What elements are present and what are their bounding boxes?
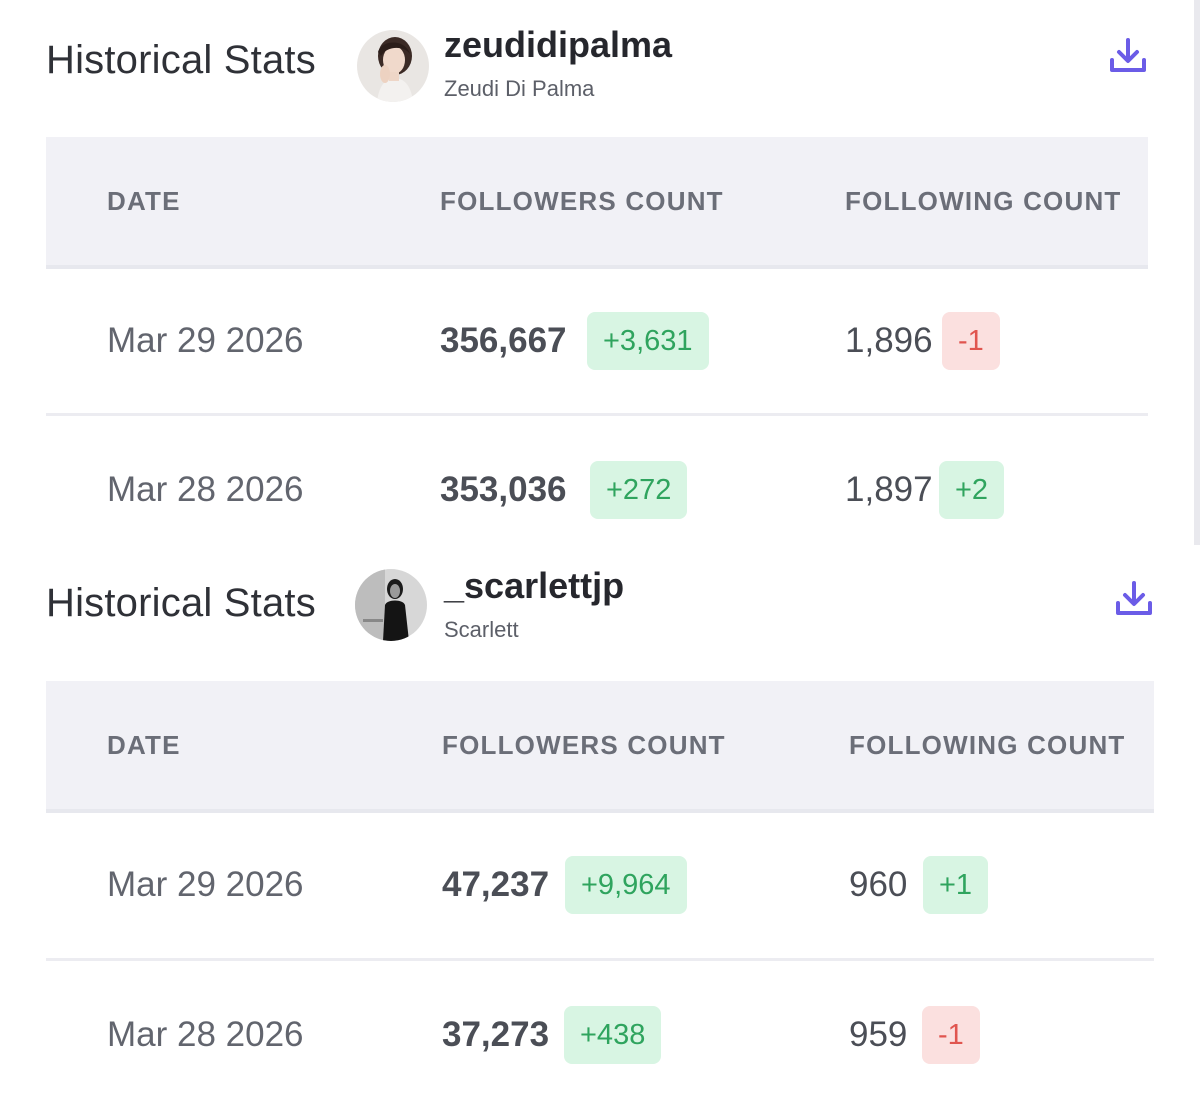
table-row: Mar 29 2026 356,667 +3,631 1,896 -1 xyxy=(46,267,1148,415)
row-date: Mar 28 2026 xyxy=(107,1015,304,1054)
panel-heading: Historical Stats xyxy=(46,581,316,625)
table-header: DATE FOLLOWERS COUNT FOLLOWING COUNT xyxy=(46,681,1154,813)
column-header-following[interactable]: FOLLOWING COUNT xyxy=(849,730,1126,760)
following-count: 959 xyxy=(849,1015,908,1054)
table-row: Mar 29 2026 47,237 +9,964 960 +1 xyxy=(46,811,1148,959)
following-change-badge: +2 xyxy=(939,461,1005,519)
following-count: 960 xyxy=(849,865,908,904)
row-date: Mar 29 2026 xyxy=(107,321,304,360)
historical-stats-panel: Historical Stats _scarlettjp Scarlett DA… xyxy=(0,545,1200,1090)
followers-count: 353,036 xyxy=(440,470,567,509)
row-date: Mar 28 2026 xyxy=(107,470,304,509)
historical-stats-panel: Historical Stats zeudidipalma Zeudi Di P… xyxy=(0,0,1200,545)
followers-change-badge: +3,631 xyxy=(587,312,709,370)
followers-change-badge: +9,964 xyxy=(565,856,687,914)
username[interactable]: _scarlettjp xyxy=(444,565,625,606)
following-change-badge: -1 xyxy=(942,312,1000,370)
column-header-date[interactable]: DATE xyxy=(107,730,181,760)
scrollbar[interactable] xyxy=(1194,0,1200,545)
row-divider xyxy=(46,413,1148,416)
avatar[interactable] xyxy=(357,30,429,102)
followers-count: 47,237 xyxy=(442,865,550,904)
username[interactable]: zeudidipalma xyxy=(444,24,673,65)
following-count: 1,896 xyxy=(845,321,933,360)
column-header-following[interactable]: FOLLOWING COUNT xyxy=(845,186,1122,216)
followers-change-badge: +438 xyxy=(564,1006,662,1064)
full-name: Scarlett xyxy=(444,617,519,642)
following-change-badge: -1 xyxy=(922,1006,980,1064)
column-header-followers[interactable]: FOLLOWERS COUNT xyxy=(440,186,724,216)
full-name: Zeudi Di Palma xyxy=(444,76,595,101)
panel-header: Historical Stats _scarlettjp Scarlett xyxy=(0,545,1200,665)
table-header: DATE FOLLOWERS COUNT FOLLOWING COUNT xyxy=(46,137,1148,269)
column-header-date[interactable]: DATE xyxy=(107,186,181,216)
download-button[interactable] xyxy=(1106,34,1150,78)
followers-count: 37,273 xyxy=(442,1015,550,1054)
download-icon xyxy=(1116,581,1152,615)
column-header-followers[interactable]: FOLLOWERS COUNT xyxy=(442,730,726,760)
row-date: Mar 29 2026 xyxy=(107,865,304,904)
following-change-badge: +1 xyxy=(923,856,989,914)
profile-photo-icon xyxy=(357,30,429,102)
table-row: Mar 28 2026 353,036 +272 1,897 +2 xyxy=(46,416,1148,564)
table-row: Mar 28 2026 37,273 +438 959 -1 xyxy=(46,961,1148,1109)
panel-heading: Historical Stats xyxy=(46,38,316,82)
download-button[interactable] xyxy=(1112,577,1156,621)
profile-photo-icon xyxy=(355,569,427,641)
following-count: 1,897 xyxy=(845,470,933,509)
avatar[interactable] xyxy=(355,569,427,641)
followers-count: 356,667 xyxy=(440,321,567,360)
panel-header: Historical Stats zeudidipalma Zeudi Di P… xyxy=(0,0,1200,120)
row-divider xyxy=(46,958,1154,961)
followers-change-badge: +272 xyxy=(590,461,688,519)
download-icon xyxy=(1110,38,1146,72)
